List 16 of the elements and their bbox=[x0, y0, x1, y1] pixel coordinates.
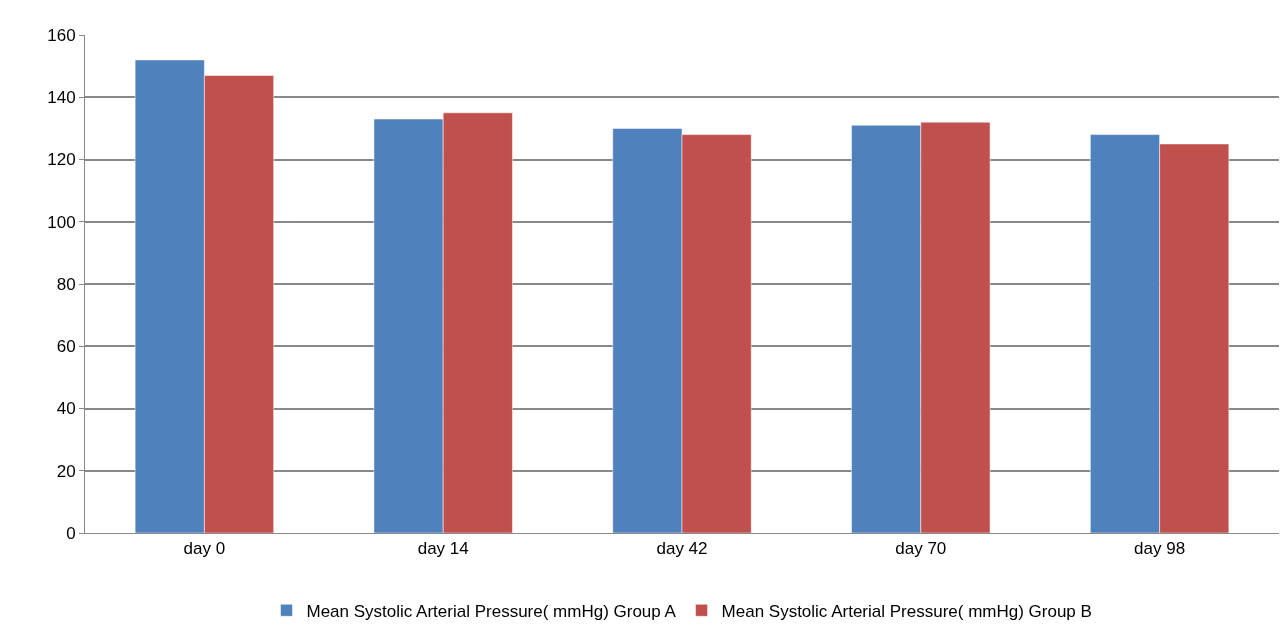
x-tick-label: day 42 bbox=[656, 539, 708, 559]
x-tick-label: day 70 bbox=[895, 539, 947, 559]
x-tick-label: day 0 bbox=[183, 539, 226, 559]
y-tick-label: 20 bbox=[56, 461, 76, 481]
legend-label: Mean Systolic Arterial Pressure( mmHg) Group A bbox=[306, 601, 677, 621]
y-tick-label: 100 bbox=[47, 212, 76, 232]
x-tick-label: day 98 bbox=[1134, 539, 1186, 559]
legend-label: Mean Systolic Arterial Pressure( mmHg) Group B bbox=[721, 601, 1092, 621]
y-tick-label: 60 bbox=[56, 337, 76, 357]
y-tick-label: 40 bbox=[56, 399, 76, 419]
y-tick-label: 160 bbox=[47, 25, 76, 45]
x-tick-label: day 14 bbox=[417, 539, 469, 559]
y-tick-label: 140 bbox=[47, 88, 76, 108]
y-tick-label: 80 bbox=[56, 274, 76, 294]
y-tick-label: 0 bbox=[66, 523, 76, 543]
y-tick-label: 120 bbox=[47, 150, 76, 170]
